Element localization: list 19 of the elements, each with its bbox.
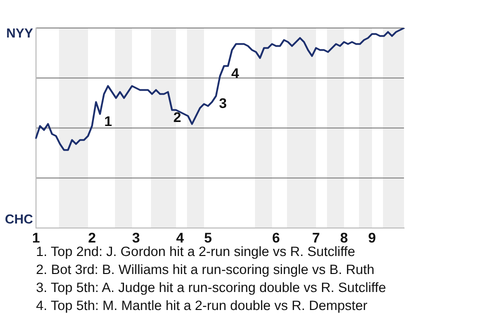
text: 1. Top 2nd: J. Gordon hit a 2-run single vs R. Sutcliffe (36, 244, 356, 259)
text: 3. Top 5th: A. Judge hit a run-scoring double vs R. Sutcliffe (36, 279, 386, 297)
x-tick-label: 9 (368, 229, 376, 246)
annotation: 2 (173, 108, 182, 125)
text: CHC (4, 212, 34, 227)
x-tick-label: 6 (272, 229, 280, 246)
x-tick-label: 7 (312, 229, 320, 246)
text: 4. Top 5th: M. Mantle hit a 2-run double vs R. Dempster (36, 297, 368, 315)
x-tick-label: 8 (340, 229, 348, 246)
text: 2. Bot 3rd: B. Williams hit a run-scoring single vs B. Ruth (36, 261, 376, 279)
annotation: 3 (219, 94, 228, 111)
x-tick-label: 4 (176, 229, 184, 246)
x-tick-label: 5 (204, 229, 212, 246)
x-tick-label: 3 (132, 229, 140, 246)
annotation: 4 (231, 64, 240, 81)
annotation: 1 (104, 112, 112, 129)
x-tick-label: 2 (88, 229, 96, 246)
text: NYY (6, 26, 34, 41)
x-tick-label: 1 (32, 229, 40, 246)
